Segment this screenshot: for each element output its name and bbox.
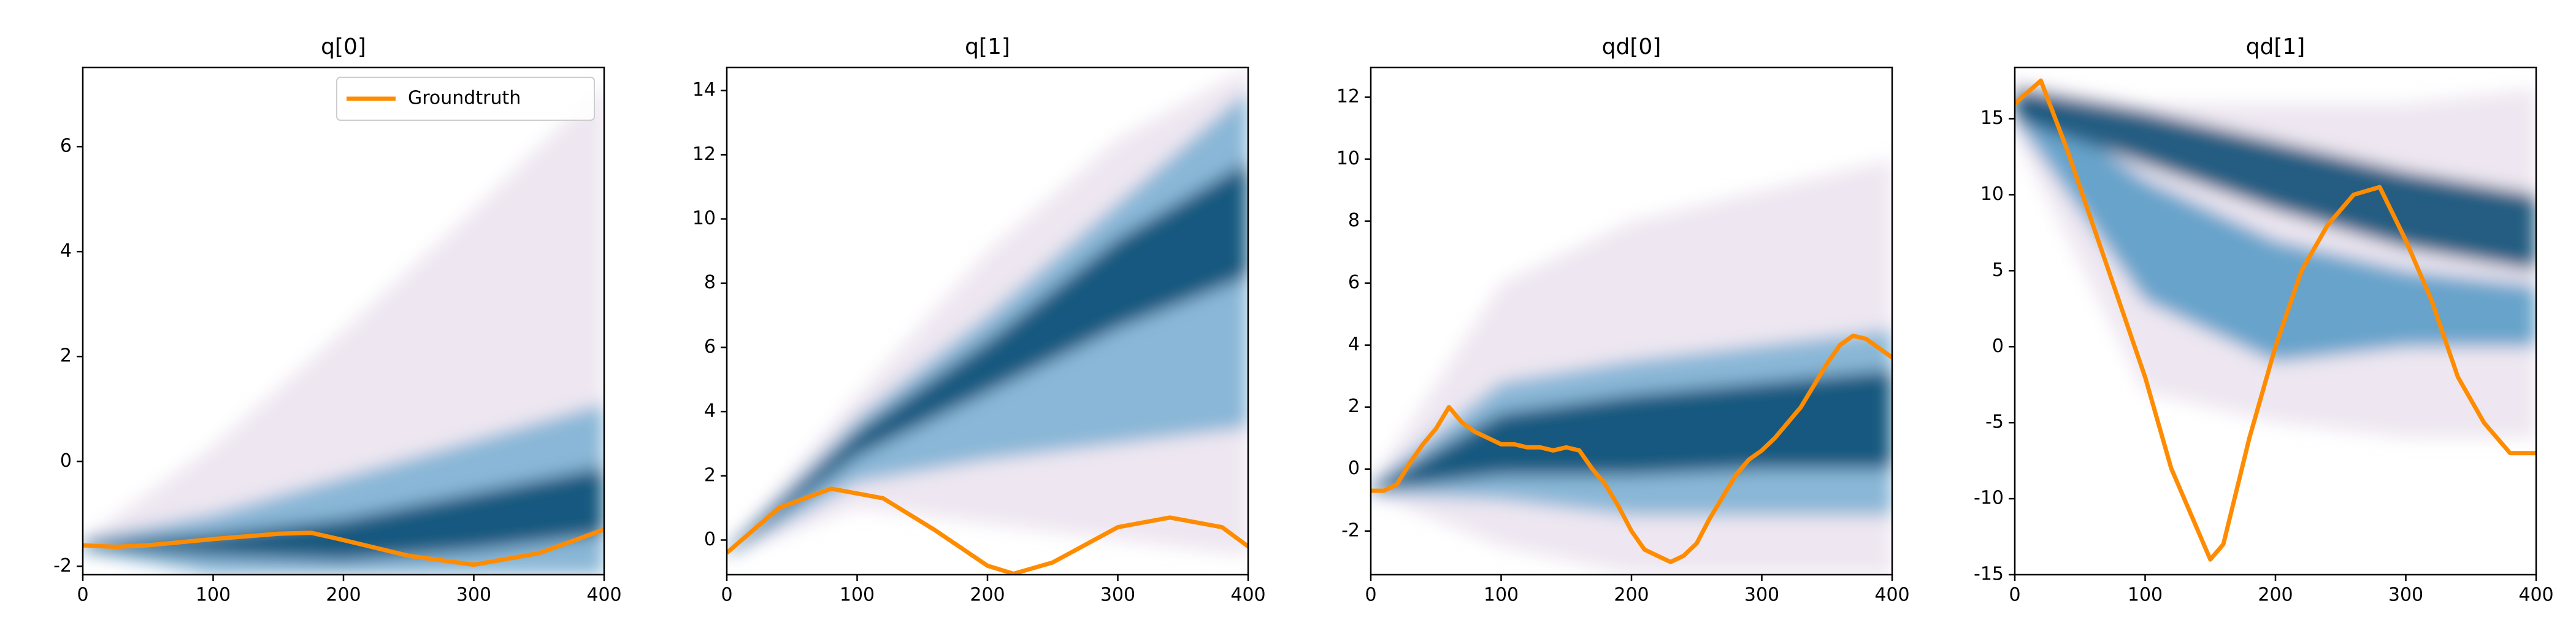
x-tick-label: 0: [1365, 585, 1376, 606]
legend: Groundtruth: [336, 77, 595, 121]
y-tick-label: 0: [60, 450, 72, 472]
density: [727, 67, 1248, 556]
density-band: [2015, 88, 2536, 362]
y-tick-label: 12: [1336, 86, 1360, 107]
x-tick-label: 100: [2128, 585, 2163, 606]
x-tick-label: 300: [456, 585, 491, 606]
chart-title: qd[1]: [2246, 34, 2306, 59]
y-tick-label: 0: [1348, 458, 1360, 479]
plot-area: [1371, 159, 1892, 575]
x-tick-label: 400: [1874, 585, 1909, 606]
legend-label: Groundtruth: [408, 88, 521, 109]
y-tick-label: 8: [704, 272, 716, 293]
x-tick-label: 100: [840, 585, 875, 606]
y-tick-label: 6: [704, 336, 716, 358]
y-tick-label: 10: [1336, 148, 1360, 169]
density-band: [1371, 370, 1892, 491]
y-tick-label: 5: [1992, 259, 2004, 281]
x-tick-label: 300: [2388, 585, 2423, 606]
x-tick-label: 100: [196, 585, 231, 606]
y-tick-label: 0: [704, 529, 716, 550]
x-tick-label: 300: [1100, 585, 1135, 606]
x-tick-label: 0: [721, 585, 732, 606]
y-tick-label: 14: [692, 79, 716, 101]
groundtruth-line: [83, 527, 604, 567]
x-tick-label: 400: [1230, 585, 1265, 606]
y-tick-label: 10: [692, 208, 716, 229]
x-tick-label: 400: [2518, 585, 2553, 606]
legend-box: [336, 77, 595, 121]
x-tick-label: 300: [1744, 585, 1779, 606]
groundtruth-line: [2015, 79, 2536, 562]
x-tick-label: 100: [1484, 585, 1519, 606]
y-tick-label: 6: [1348, 272, 1360, 293]
chart-title: q[1]: [965, 34, 1010, 59]
y-tick-label: 2: [704, 464, 716, 486]
x-tick-label: 0: [77, 585, 88, 606]
plot-area: [83, 83, 604, 575]
y-tick-label: 4: [60, 240, 72, 262]
density: [1371, 159, 1892, 575]
groundtruth-line: [1371, 333, 1892, 564]
density: [83, 83, 604, 575]
y-tick-label: 10: [1980, 183, 2004, 205]
chart-title: q[0]: [321, 34, 366, 59]
y-tick-label: 15: [1980, 107, 2004, 129]
subplot: q[1] 0 100 200 300 400 0 2 4 6 8 10 12 14: [692, 34, 1266, 606]
x-tick-label: 200: [2258, 585, 2293, 606]
plot-area: [727, 67, 1248, 575]
y-tick-label: 12: [692, 144, 716, 165]
x-tick-label: 200: [970, 585, 1005, 606]
x-tick-label: 400: [586, 585, 621, 606]
y-tick-label: 2: [1348, 396, 1360, 417]
y-tick-label: 6: [60, 136, 72, 157]
y-tick-label: -15: [1974, 564, 2004, 585]
y-tick-label: 0: [1992, 335, 2004, 357]
y-tick-label: 4: [1348, 334, 1360, 355]
density: [2015, 80, 2536, 438]
y-tick-label: 2: [60, 345, 72, 367]
plot-area: [2015, 79, 2536, 562]
chart-title: qd[0]: [1602, 34, 1662, 59]
y-tick-label: -2: [53, 555, 72, 577]
y-tick-label: -10: [1974, 488, 2004, 509]
y-tick-label: 8: [1348, 210, 1360, 231]
x-tick-label: 200: [1614, 585, 1649, 606]
density-band: [727, 161, 1248, 555]
groundtruth-line: [727, 486, 1248, 575]
x-tick-label: 0: [2009, 585, 2020, 606]
subplot: qd[1] 0 100 200 300 400 -15 -10 -5 0 5 10 15: [1974, 34, 2554, 606]
y-tick-label: -5: [1985, 412, 2004, 433]
y-tick-label: -2: [1341, 519, 1360, 541]
density-band: [2015, 88, 2536, 271]
y-tick-label: 4: [704, 401, 716, 422]
x-tick-label: 200: [326, 585, 361, 606]
subplot: qd[0] 0 100 200 300 400 -2 0 2 4 6 8 10 12: [1336, 34, 1910, 606]
